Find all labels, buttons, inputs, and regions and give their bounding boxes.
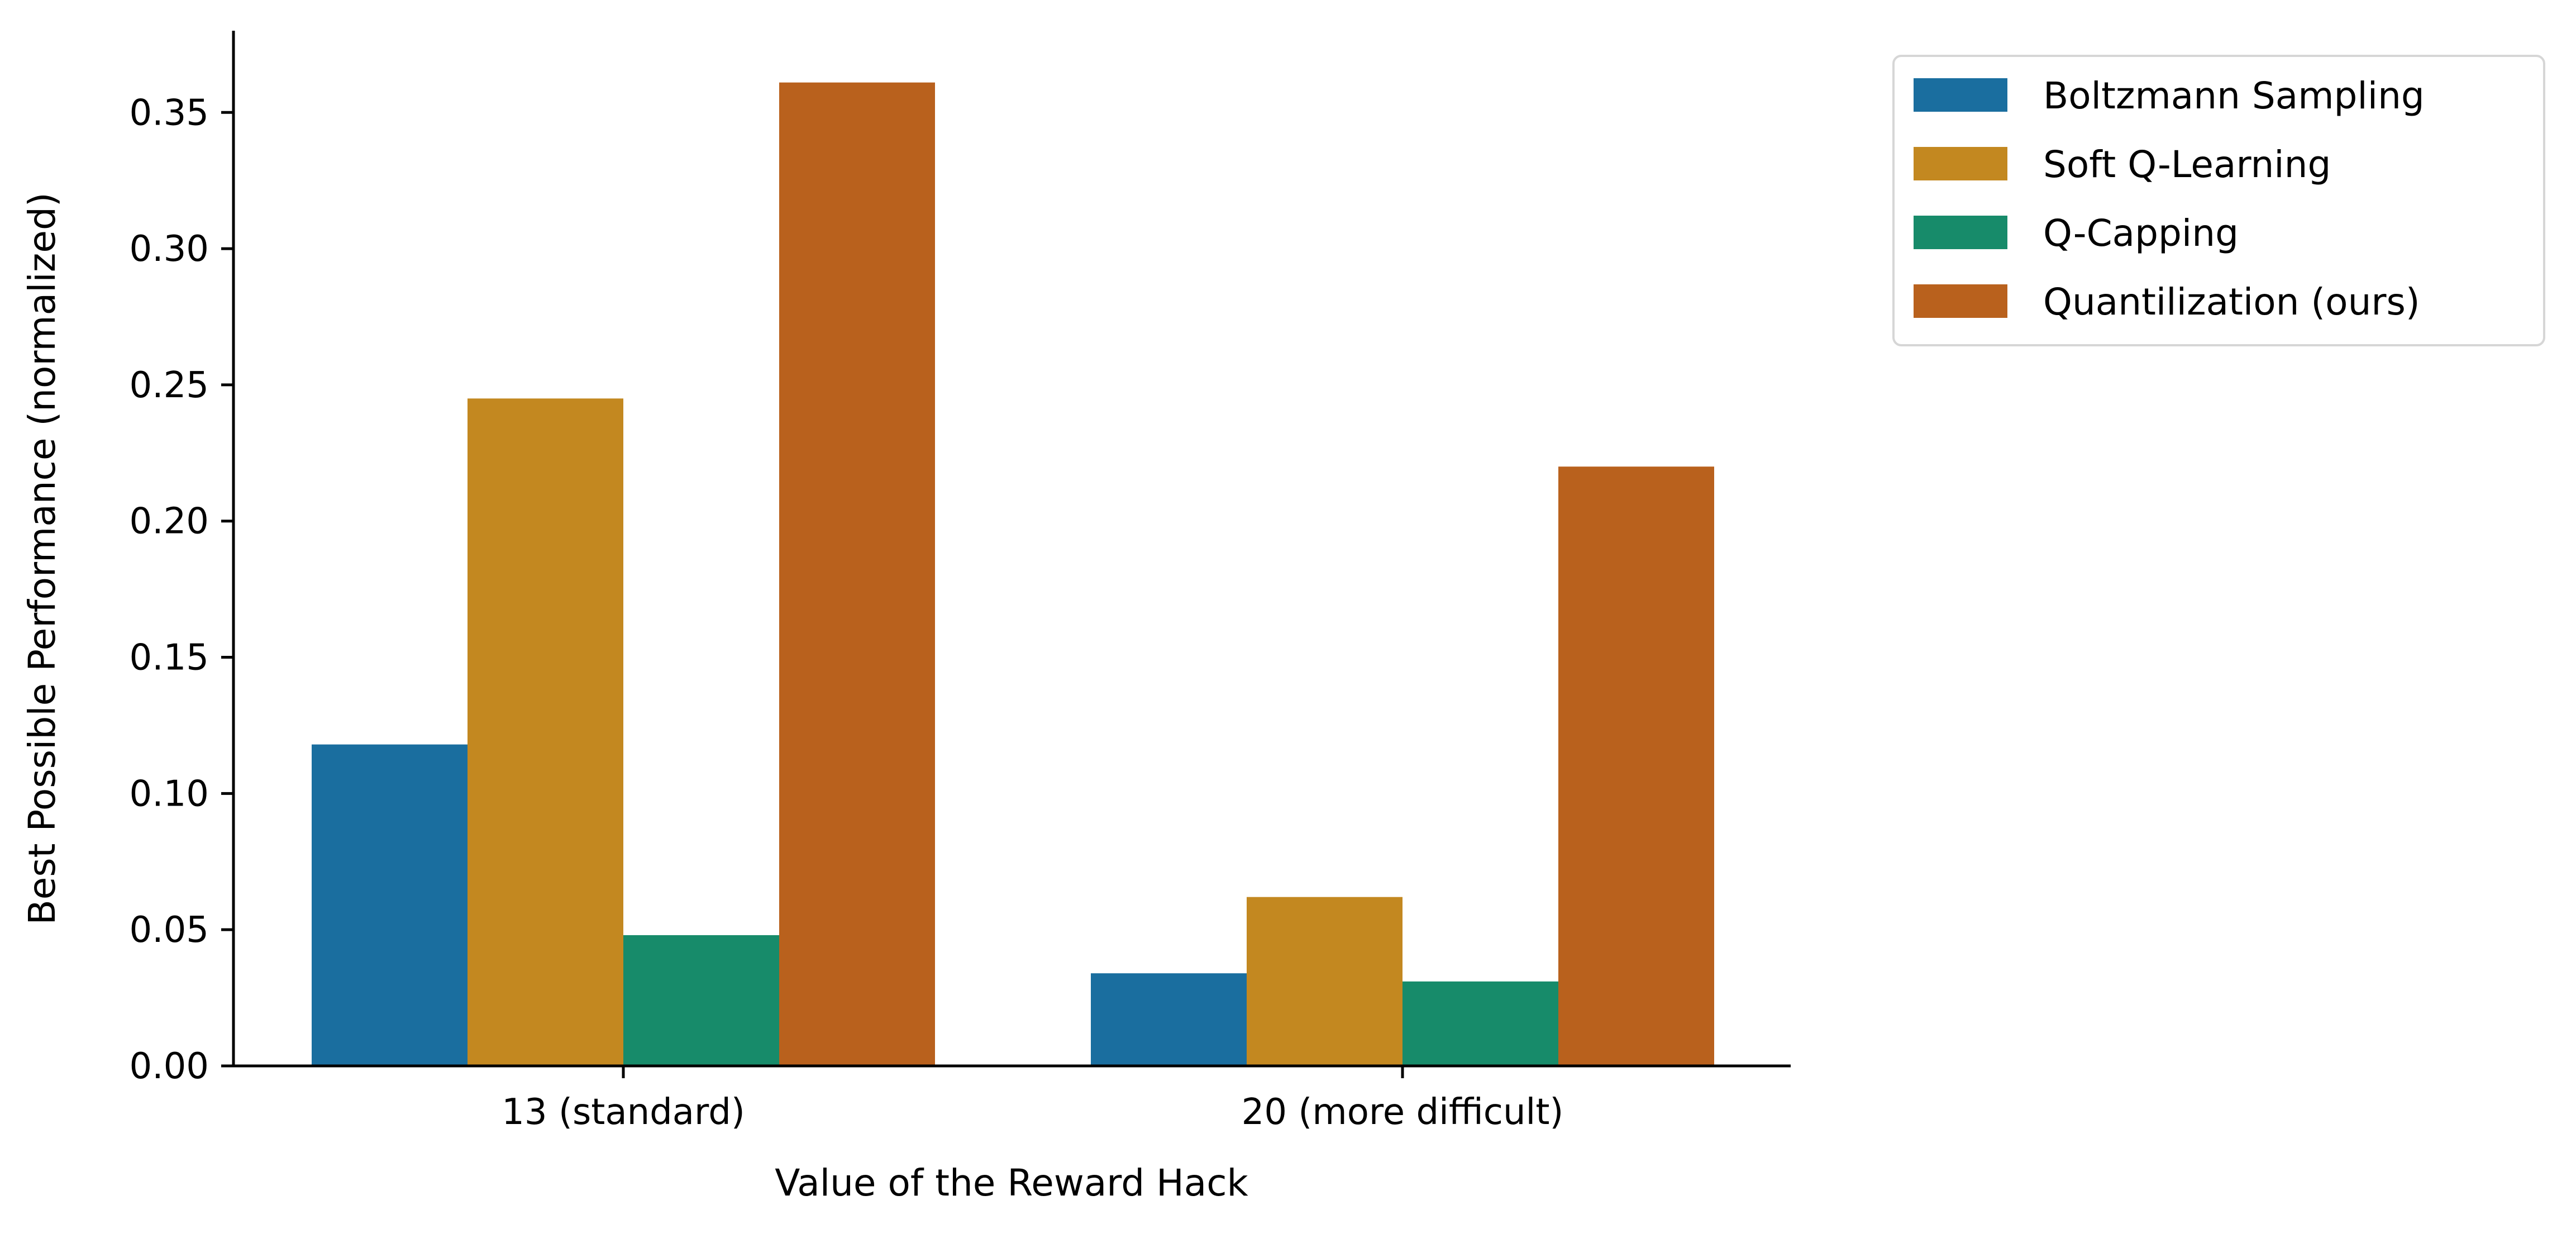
y-tick-label: 0.35 (130, 92, 209, 134)
x-tick-label: 13 (standard) (502, 1092, 745, 1133)
y-tick-label: 0.20 (130, 501, 209, 542)
legend-swatch (1914, 284, 2007, 318)
x-axis: 13 (standard) 20 (more difficult) (232, 1064, 1791, 1133)
legend-swatch (1914, 216, 2007, 249)
legend-label: Boltzmann Sampling (2043, 74, 2425, 117)
y-tick-label: 0.25 (130, 365, 209, 406)
legend-swatch (1914, 78, 2007, 112)
y-tick-label: 0.05 (130, 909, 209, 951)
y-axis: 0.00 0.05 0.10 0.15 0.20 0.25 0.30 0.35 (130, 31, 235, 1087)
legend-swatch (1914, 147, 2007, 180)
bar-quantilization-ours-2 (1558, 466, 1714, 1066)
bar-soft-q-learning-1 (468, 398, 623, 1066)
legend-label: Soft Q-Learning (2043, 143, 2331, 186)
y-tick-label: 0.15 (130, 637, 209, 679)
bar-soft-q-learning-2 (1247, 897, 1403, 1066)
legend-frame (1892, 55, 2545, 346)
y-axis-title: Best Possible Performance (normalized) (21, 192, 64, 925)
x-tick-label: 20 (more difficult) (1242, 1092, 1564, 1133)
y-tick-label: 0.00 (130, 1046, 209, 1087)
x-axis-title: Value of the Reward Hack (775, 1161, 1248, 1204)
y-tick-label: 0.30 (130, 228, 209, 270)
bar-quantilization-ours-1 (779, 82, 935, 1066)
legend-label: Q-Capping (2043, 212, 2239, 255)
legend-label: Quantilization (ours) (2043, 280, 2420, 323)
bar-q-capping-2 (1403, 981, 1558, 1066)
bar-boltzmann-sampling-1 (312, 744, 468, 1066)
bar-boltzmann-sampling-2 (1091, 973, 1247, 1066)
y-tick-label: 0.10 (130, 773, 209, 815)
legend: Boltzmann Sampling Soft Q-Learning Q-Cappi… (1892, 55, 2545, 346)
bar-q-capping-1 (623, 935, 779, 1066)
plot-area (312, 82, 1714, 1066)
